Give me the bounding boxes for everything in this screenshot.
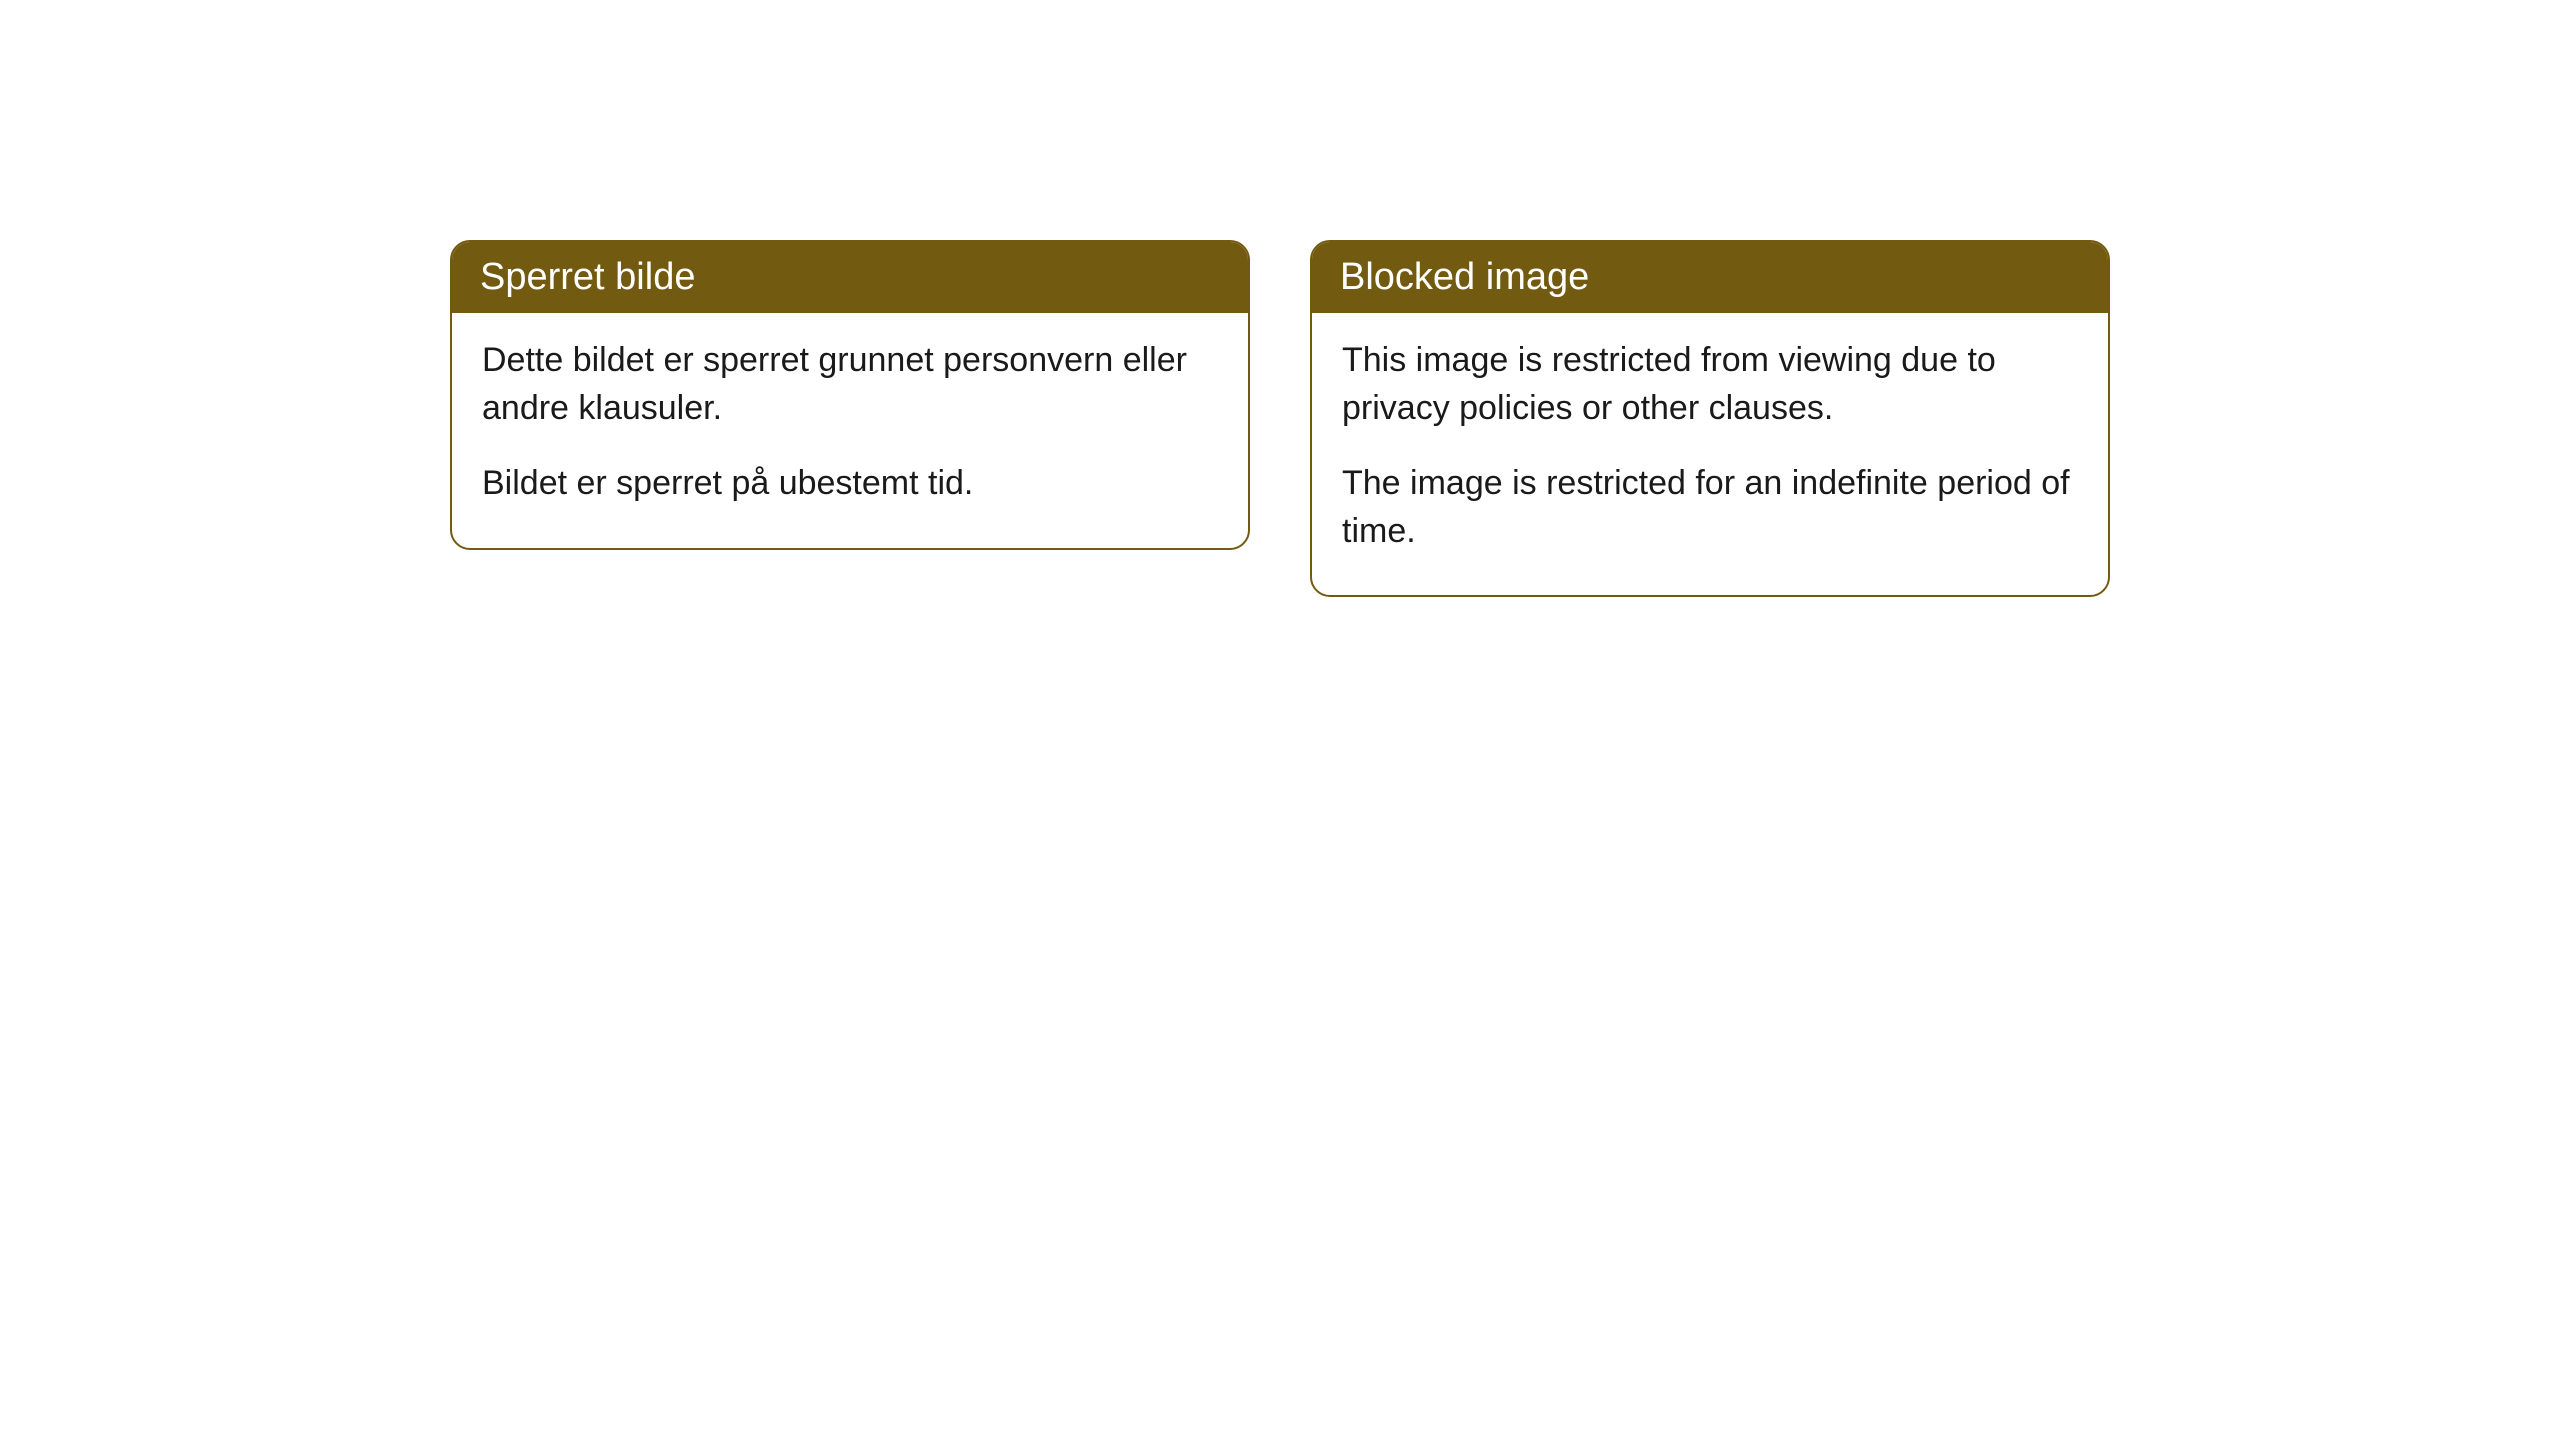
blocked-image-notice-english: Blocked image This image is restricted f… [1310,240,2110,597]
notice-title: Sperret bilde [452,242,1248,313]
notice-body: This image is restricted from viewing du… [1312,313,2108,595]
blocked-image-notice-norwegian: Sperret bilde Dette bildet er sperret gr… [450,240,1250,550]
notice-body-text-1: This image is restricted from viewing du… [1342,337,2078,432]
notice-title: Blocked image [1312,242,2108,313]
notice-body-text-1: Dette bildet er sperret grunnet personve… [482,337,1218,432]
notice-body-text-2: Bildet er sperret på ubestemt tid. [482,460,1218,508]
notice-body-text-2: The image is restricted for an indefinit… [1342,460,2078,555]
notice-body: Dette bildet er sperret grunnet personve… [452,313,1248,548]
